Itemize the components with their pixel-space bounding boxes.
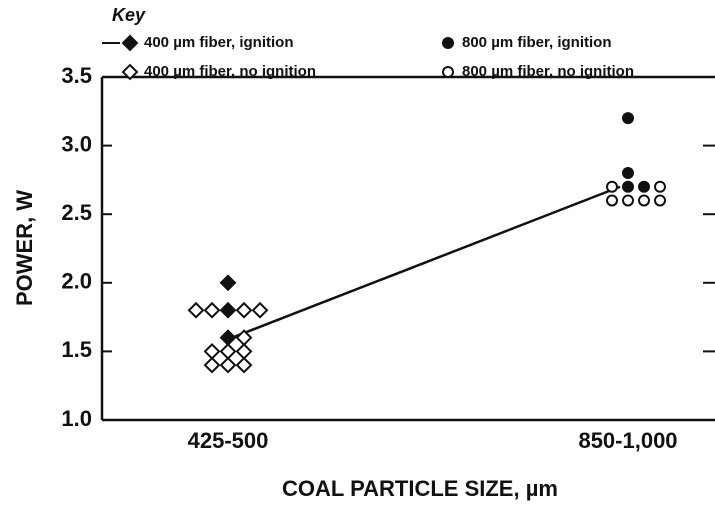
y-tick-label: 1.5 — [61, 337, 92, 362]
legend-label: 800 µm fiber, ignition — [462, 34, 612, 51]
data-point — [219, 301, 237, 319]
data-point — [654, 180, 666, 193]
data-point — [638, 180, 650, 193]
data-point — [219, 342, 237, 360]
data-point — [235, 329, 253, 347]
legend-marker — [442, 37, 454, 49]
data-point — [654, 194, 666, 207]
data-point — [622, 112, 634, 125]
legend-marker — [442, 66, 454, 78]
data-point — [219, 356, 237, 374]
data-point — [187, 301, 205, 319]
data-point — [251, 301, 269, 319]
x-axis-title: COAL PARTICLE SIZE, µm — [282, 476, 558, 501]
legend-label: 400 µm fiber, no ignition — [144, 63, 316, 80]
trend-line — [231, 185, 621, 339]
y-tick-label: 2.0 — [61, 269, 92, 294]
legend-title: Key — [112, 5, 146, 25]
data-point — [606, 194, 618, 207]
legend-marker — [121, 63, 139, 81]
data-point — [622, 167, 634, 180]
legend-marker — [121, 34, 139, 52]
y-axis-title: POWER, W — [12, 190, 37, 306]
y-tick-label: 3.0 — [61, 131, 92, 156]
data-point — [235, 356, 253, 374]
data-point — [203, 342, 221, 360]
data-point — [622, 180, 634, 193]
legend-label: 800 µm fiber, no ignition — [462, 63, 634, 80]
legend-label: 400 µm fiber, ignition — [144, 34, 294, 51]
y-tick-label: 3.5 — [61, 63, 92, 88]
data-point — [622, 194, 634, 207]
y-tick-label: 1.0 — [61, 406, 92, 431]
data-point — [235, 301, 253, 319]
data-point — [638, 194, 650, 207]
data-point — [219, 329, 237, 347]
data-point — [203, 301, 221, 319]
x-tick-label: 425-500 — [188, 428, 269, 453]
data-point — [606, 180, 618, 193]
data-point — [235, 342, 253, 360]
x-tick-label: 850-1,000 — [578, 428, 677, 453]
data-point — [203, 356, 221, 374]
y-tick-label: 2.5 — [61, 200, 92, 225]
data-point — [219, 274, 237, 292]
